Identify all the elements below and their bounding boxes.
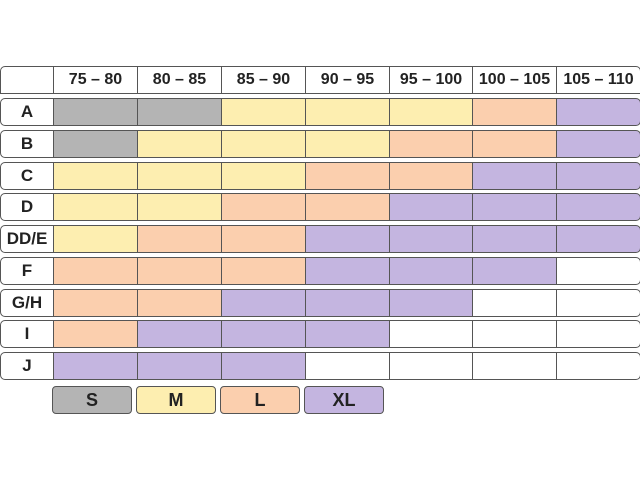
- size-cell: [137, 320, 222, 349]
- size-cell: [305, 288, 390, 317]
- size-cell: [53, 161, 138, 190]
- legend-size-xl: XL: [304, 386, 384, 414]
- size-cell: [305, 320, 390, 349]
- size-cell: [556, 256, 640, 285]
- size-cell: [53, 320, 138, 349]
- size-cell: [472, 193, 557, 222]
- size-cell: [53, 129, 138, 158]
- size-cell: [221, 98, 306, 126]
- size-cell: [472, 256, 557, 285]
- size-cell: [472, 225, 557, 253]
- size-cell: [137, 288, 222, 317]
- cup-size-row: B: [0, 129, 640, 158]
- size-cell: [472, 352, 557, 380]
- size-cell: [389, 193, 473, 222]
- legend-size-l: L: [220, 386, 300, 414]
- legend-size-m: M: [136, 386, 216, 414]
- size-cell: [137, 256, 222, 285]
- size-cell: [556, 161, 640, 190]
- size-cell: [305, 225, 390, 253]
- size-cell: [389, 225, 473, 253]
- size-cell: [389, 256, 473, 285]
- size-cell: [53, 352, 138, 380]
- size-cell: [137, 129, 222, 158]
- size-cell: [221, 256, 306, 285]
- size-cell: [472, 161, 557, 190]
- cup-size-row: DD/E: [0, 225, 640, 253]
- size-cell: [221, 225, 306, 253]
- cup-size-label: B: [0, 129, 54, 158]
- cup-size-row: D: [0, 193, 640, 222]
- size-cell: [389, 320, 473, 349]
- size-cell: [472, 288, 557, 317]
- cup-size-row: A: [0, 98, 640, 126]
- cup-size-row: C: [0, 161, 640, 190]
- size-cell: [472, 98, 557, 126]
- size-cell: [221, 320, 306, 349]
- band-size-header: 85 – 90: [221, 66, 306, 94]
- cup-size-label: A: [0, 98, 54, 126]
- legend-size-s: S: [52, 386, 132, 414]
- size-cell: [53, 225, 138, 253]
- cup-size-row: J: [0, 352, 640, 380]
- cup-size-label: D: [0, 193, 54, 222]
- band-size-header: 100 – 105: [472, 66, 557, 94]
- size-cell: [472, 320, 557, 349]
- band-size-header-row: 75 – 80 80 – 85 85 – 90 90 – 95 95 – 100…: [0, 66, 640, 94]
- size-cell: [305, 161, 390, 190]
- band-size-header: 105 – 110: [556, 66, 640, 94]
- size-cell: [221, 193, 306, 222]
- size-cell: [221, 288, 306, 317]
- band-size-header: 95 – 100: [389, 66, 473, 94]
- cup-size-label: DD/E: [0, 225, 54, 253]
- size-cell: [305, 129, 390, 158]
- size-cell: [221, 129, 306, 158]
- cup-size-row: I: [0, 320, 640, 349]
- size-cell: [556, 193, 640, 222]
- size-cell: [389, 129, 473, 158]
- size-cell: [389, 352, 473, 380]
- size-cell: [305, 193, 390, 222]
- cup-size-label: I: [0, 320, 54, 349]
- band-size-header: 75 – 80: [53, 66, 138, 94]
- size-cell: [556, 129, 640, 158]
- size-legend: S M L XL: [52, 386, 392, 414]
- band-size-header: 80 – 85: [137, 66, 222, 94]
- size-cell: [53, 98, 138, 126]
- size-cell: [137, 352, 222, 380]
- size-cell: [556, 352, 640, 380]
- size-cell: [305, 352, 390, 380]
- size-cell: [389, 98, 473, 126]
- band-size-header: 90 – 95: [305, 66, 390, 94]
- size-cell: [472, 129, 557, 158]
- size-cell: [137, 161, 222, 190]
- size-cell: [305, 98, 390, 126]
- size-cell: [305, 256, 390, 285]
- size-cell: [389, 161, 473, 190]
- cup-size-label: C: [0, 161, 54, 190]
- size-cell: [137, 98, 222, 126]
- cup-size-label: J: [0, 352, 54, 380]
- size-cell: [556, 288, 640, 317]
- size-cell: [556, 98, 640, 126]
- size-cell: [221, 161, 306, 190]
- size-cell: [53, 193, 138, 222]
- size-cell: [389, 288, 473, 317]
- size-cell: [137, 225, 222, 253]
- size-chart-grid: 75 – 80 80 – 85 85 – 90 90 – 95 95 – 100…: [0, 66, 640, 380]
- cup-size-row: G/H: [0, 288, 640, 317]
- size-cell: [137, 193, 222, 222]
- cup-size-label: G/H: [0, 288, 54, 317]
- size-cell: [53, 288, 138, 317]
- size-cell: [556, 320, 640, 349]
- size-cell: [221, 352, 306, 380]
- size-cell: [53, 256, 138, 285]
- cup-size-row: F: [0, 256, 640, 285]
- cup-size-label: F: [0, 256, 54, 285]
- size-cell: [556, 225, 640, 253]
- header-corner-cell: [0, 66, 54, 94]
